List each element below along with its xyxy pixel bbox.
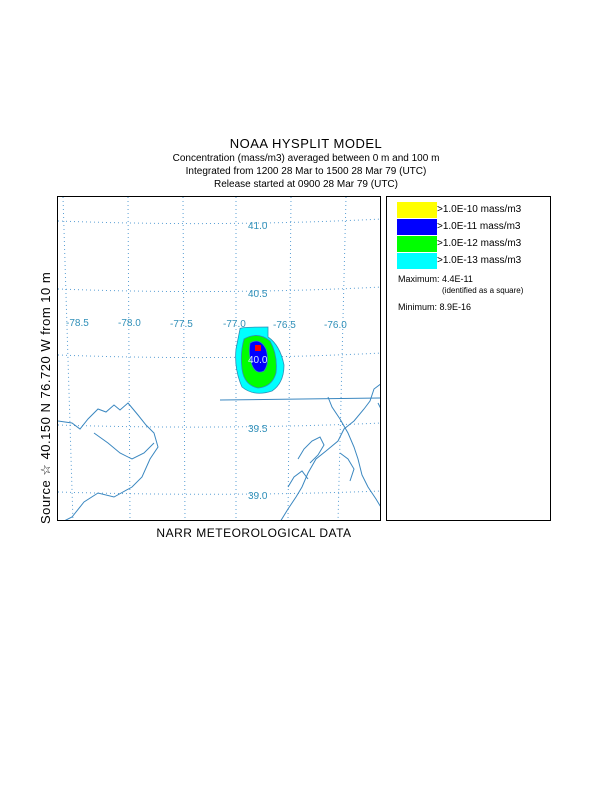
integration-subtitle: Integrated from 1200 28 Mar to 1500 28 M… [185,166,427,177]
lat-label-39-5: 39.5 [248,424,268,435]
concentration-subtitle: Concentration (mass/m3) averaged between… [172,153,440,164]
meridian-78-5 [62,197,74,520]
latitude-grid [58,218,380,495]
legend-label-1e-13: >1.0E-13 mass/m3 [437,255,522,266]
inlet-4 [377,402,380,409]
potomac-river [93,432,155,460]
release-subtitle: Release started at 0900 28 Mar 79 (UTC) [214,179,398,190]
state-border [219,397,380,401]
legend-label-1e-10: >1.0E-10 mass/m3 [437,204,522,215]
lat-label-41-0: 41.0 [248,221,268,232]
legend-swatch-1e-10 [397,202,437,218]
parallel-39-5 [58,422,380,428]
legend-swatch-1e-12 [397,236,437,252]
inlet-3 [339,452,355,482]
plume-center-label: 40.0 [248,355,268,366]
legend-maximum: Maximum: 4.4E-11 [398,274,473,284]
chesapeake-coast [58,402,159,520]
legend-panel: >1.0E-10 mass/m3 >1.0E-11 mass/m3 >1.0E-… [386,196,551,521]
legend-minimum: Minimum: 8.9E-16 [398,302,472,312]
lon-label-77-5: -77.5 [170,319,193,330]
lon-label-76-5: -76.5 [273,320,296,331]
maximum-square [255,345,261,351]
map-canvas: 40.0 -78.5 -78.0 -77.5 -77.0 -76.5 -76.0… [58,197,380,520]
lon-label-76-0: -76.0 [324,320,347,331]
meridian-76-0 [337,197,347,520]
eastern-shore [280,383,380,520]
lon-label-78-5: -78.5 [66,318,89,329]
source-location-label: Source ☆ 40.150 N 76.720 W from 10 m [38,271,53,524]
lat-label-39-0: 39.0 [248,491,268,502]
lat-label-40-5: 40.5 [248,289,268,300]
meteorology-footer: NARR METEOROLOGICAL DATA [156,526,352,540]
delaware-bay [327,396,380,507]
lon-label-78-0: -78.0 [118,318,141,329]
inlet-1 [297,436,325,464]
longitude-labels: -78.5 -78.0 -77.5 -77.0 -76.5 -76.0 [66,318,347,331]
parallel-40-0 [58,352,380,359]
parallel-40-5 [58,286,380,293]
meridian-78-0 [127,197,131,520]
meridian-76-5 [287,197,292,520]
inlet-2 [287,470,309,488]
parallel-41-0 [58,218,380,225]
legend-swatch-1e-13 [397,253,437,269]
lon-label-77-0: -77.0 [223,319,246,330]
plot-title: NOAA HYSPLIT MODEL [229,136,383,151]
legend-label-1e-12: >1.0E-12 mass/m3 [437,238,522,249]
plume-contours [235,326,285,394]
legend-label-1e-11: >1.0E-11 mass/m3 [437,221,521,232]
contour-1e-11 [248,340,268,373]
coastline [58,383,380,520]
latitude-labels: 41.0 40.5 39.5 39.0 [248,221,268,502]
legend-swatch-1e-11 [397,219,437,235]
map-panel: 40.0 -78.5 -78.0 -77.5 -77.0 -76.5 -76.0… [57,196,381,521]
parallel-39-0 [58,490,380,495]
legend-maximum-note: (identified as a square) [442,286,524,295]
meridian-77-5 [182,197,186,520]
